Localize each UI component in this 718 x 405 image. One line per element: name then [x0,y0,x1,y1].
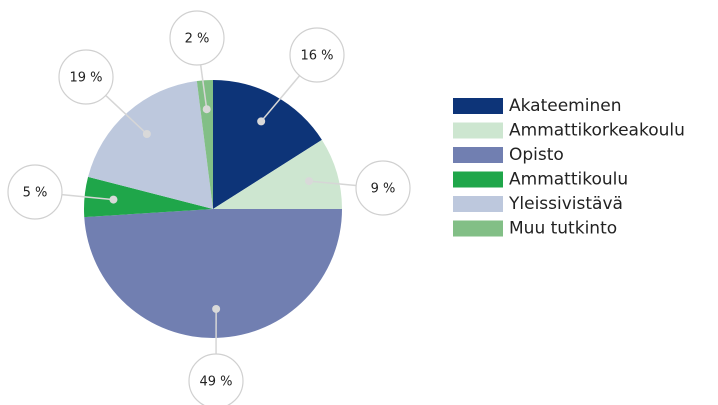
leader-dot [212,304,221,313]
leader-dot [257,117,266,126]
legend-swatch [453,171,503,188]
label-bubble [289,27,345,83]
legend-label: Opisto [509,145,564,165]
label-bubble [355,160,411,216]
data-label: 2 % [185,32,210,47]
leader-line [199,64,208,110]
data-label: 49 % [199,375,232,390]
pie-slice [84,209,343,339]
leader-line [61,193,114,201]
leader-dot [109,195,118,204]
labels: 16 % 9 % 49 % 5 % 19 % 2 % [7,10,411,405]
data-label: 9 % [371,182,396,197]
pie-slice [213,80,322,209]
pie-slice [84,176,214,218]
legend-label: Ammattikoulu [509,170,628,190]
legend: Akateeminen Ammattikorkeakoulu Opisto Ammat… [453,96,685,239]
label-bubble [169,10,225,66]
legend-swatch [453,220,503,237]
leader-line [260,75,301,122]
leader-dot [142,129,151,138]
leader-dot [202,105,211,114]
legend-swatch [453,147,503,163]
pie-slice [88,81,213,209]
legend-swatch [453,196,503,212]
pie [84,80,343,339]
legend-label: Yleissivistävä [508,194,623,214]
data-label: 19 % [69,71,102,86]
legend-label: Akateeminen [509,96,621,116]
data-label: 5 % [23,186,48,201]
leader-line [308,180,357,187]
data-label: 16 % [300,49,333,64]
pie-slice [213,139,342,209]
label-bubble [7,164,63,220]
legend-swatch [453,122,503,139]
leader-line [105,94,148,135]
label-bubble [58,49,114,105]
legend-label: Muu tutkinto [509,219,617,239]
legend-label: Ammattikorkeakoulu [509,121,685,141]
leader-dot [305,177,314,186]
label-bubble [188,353,244,405]
legend-swatch [453,98,503,114]
